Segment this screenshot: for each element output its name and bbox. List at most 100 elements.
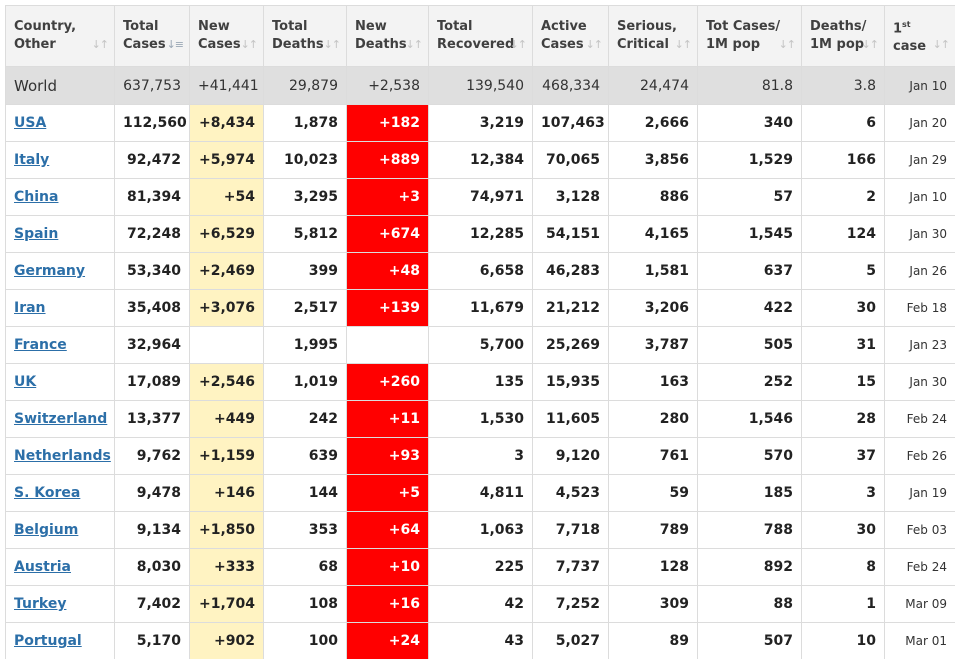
- column-header-active-cases[interactable]: Active Cases ↓↑: [532, 5, 609, 67]
- country-link[interactable]: Spain: [14, 226, 59, 242]
- column-header-serious-critical[interactable]: Serious, Critical ↓↑: [608, 5, 698, 67]
- country-link[interactable]: Belgium: [14, 522, 79, 538]
- first-case-cell: Mar 09: [884, 585, 955, 623]
- country-link[interactable]: Austria: [14, 559, 71, 575]
- country-link[interactable]: USA: [14, 115, 47, 131]
- serious-critical-cell: 886: [608, 178, 698, 216]
- world-new-cases: +41,441: [189, 66, 264, 105]
- total-recovered-cell: 42: [428, 585, 533, 623]
- serious-critical-cell: 2,666: [608, 104, 698, 142]
- deaths-1m-cell: 10: [801, 622, 885, 659]
- column-header-country[interactable]: Country, Other ↓↑: [5, 5, 115, 67]
- tot-cases-1m-cell: 1,529: [697, 141, 802, 179]
- country-link[interactable]: Germany: [14, 263, 86, 279]
- column-header-line1: New: [198, 19, 230, 34]
- country-link[interactable]: Portugal: [14, 633, 82, 649]
- column-header-total-cases[interactable]: Total Cases ↓≡: [114, 5, 190, 67]
- sort-both-icon[interactable]: ↓↑: [778, 38, 796, 51]
- sort-both-icon[interactable]: ↓↑: [323, 38, 341, 51]
- sort-both-icon[interactable]: ↓↑: [509, 38, 527, 51]
- column-header-first-case[interactable]: 1st case ↓↑: [884, 5, 955, 67]
- total-deaths-cell: 639: [263, 437, 347, 475]
- country-link[interactable]: France: [14, 337, 67, 353]
- column-header-line1: Active: [541, 19, 587, 34]
- new-deaths-cell: +139: [346, 289, 429, 327]
- sort-desc-icon[interactable]: ↓≡: [166, 38, 184, 51]
- table-row: USA 112,560 +8,434 1,878 +182 3,219 107,463 2,6…: [5, 104, 955, 142]
- total-cases-cell: 112,560: [114, 104, 190, 142]
- column-header-line2: case: [893, 39, 927, 55]
- column-header-new-cases[interactable]: New Cases ↓↑: [189, 5, 264, 67]
- country-link[interactable]: Netherlands: [14, 448, 111, 464]
- total-deaths-cell: 100: [263, 622, 347, 659]
- total-recovered-cell: 3,219: [428, 104, 533, 142]
- active-cases-cell: 9,120: [532, 437, 609, 475]
- first-case-cell: Feb 24: [884, 400, 955, 438]
- new-deaths-cell: +889: [346, 141, 429, 179]
- active-cases-cell: 54,151: [532, 215, 609, 253]
- sort-both-icon[interactable]: ↓↑: [932, 38, 950, 51]
- world-row: World 637,753 +41,441 29,879 +2,538 139,…: [5, 66, 955, 105]
- country-link[interactable]: Iran: [14, 300, 46, 316]
- sort-both-icon[interactable]: ↓↑: [405, 38, 423, 51]
- new-deaths-cell: +5: [346, 474, 429, 512]
- active-cases-cell: 21,212: [532, 289, 609, 327]
- new-cases-cell: +54: [189, 178, 264, 216]
- first-case-cell: Feb 03: [884, 511, 955, 549]
- country-link[interactable]: Turkey: [14, 596, 67, 612]
- total-recovered-cell: 225: [428, 548, 533, 586]
- deaths-1m-cell: 15: [801, 363, 885, 401]
- total-deaths-cell: 399: [263, 252, 347, 290]
- serious-critical-cell: 59: [608, 474, 698, 512]
- column-header-line2: 1M pop: [706, 37, 761, 52]
- country-cell: Germany: [5, 252, 115, 290]
- column-header-line2: 1M pop: [810, 37, 865, 52]
- table-row: UK 17,089 +2,546 1,019 +260 135 15,935 163 252 15…: [5, 363, 955, 401]
- column-header-total-deaths[interactable]: Total Deaths ↓↑: [263, 5, 347, 67]
- first-case-cell: Jan 23: [884, 326, 955, 364]
- total-deaths-cell: 68: [263, 548, 347, 586]
- new-deaths-cell: [346, 326, 429, 364]
- column-header-deaths-1m[interactable]: Deaths/1M pop ↓↑: [801, 5, 885, 67]
- column-header-line1: 1st: [893, 19, 911, 37]
- column-header-line1: Total: [272, 19, 308, 34]
- first-case-cell: Jan 20: [884, 104, 955, 142]
- total-deaths-cell: 5,812: [263, 215, 347, 253]
- active-cases-cell: 70,065: [532, 141, 609, 179]
- country-link[interactable]: S. Korea: [14, 485, 81, 501]
- column-header-total-recovered[interactable]: Total Recovered ↓↑: [428, 5, 533, 67]
- table-body: World 637,753 +41,441 29,879 +2,538 139,…: [5, 66, 955, 659]
- country-link[interactable]: UK: [14, 374, 37, 390]
- column-header-tot-cases-1m[interactable]: Tot Cases/1M pop ↓↑: [697, 5, 802, 67]
- new-cases-cell: +8,434: [189, 104, 264, 142]
- sort-both-icon[interactable]: ↓↑: [585, 38, 603, 51]
- tot-cases-1m-cell: 340: [697, 104, 802, 142]
- stats-table-container: Country, Other ↓↑ Total Cases ↓≡ New Cases ↓↑ Tot…: [5, 5, 955, 659]
- sort-both-icon[interactable]: ↓↑: [861, 38, 879, 51]
- new-deaths-cell: +48: [346, 252, 429, 290]
- country-link[interactable]: Italy: [14, 152, 50, 168]
- new-deaths-cell: +16: [346, 585, 429, 623]
- table-row: Turkey 7,402 +1,704 108 +16 42 7,252 309 88 1 Mar …: [5, 585, 955, 623]
- country-link[interactable]: China: [14, 189, 59, 205]
- country-cell: Switzerland: [5, 400, 115, 438]
- total-cases-cell: 5,170: [114, 622, 190, 659]
- column-header-new-deaths[interactable]: New Deaths ↓↑: [346, 5, 429, 67]
- serious-critical-cell: 4,165: [608, 215, 698, 253]
- table-row: Spain 72,248 +6,529 5,812 +674 12,285 54,151 4,…: [5, 215, 955, 253]
- sort-both-icon[interactable]: ↓↑: [674, 38, 692, 51]
- sort-both-icon[interactable]: ↓↑: [240, 38, 258, 51]
- tot-cases-1m-cell: 1,546: [697, 400, 802, 438]
- table-row: S. Korea 9,478 +146 144 +5 4,811 4,523 59 185 3 Ja…: [5, 474, 955, 512]
- world-total-deaths: 29,879: [263, 66, 347, 105]
- world-serious-critical: 24,474: [608, 66, 698, 105]
- country-cell: Austria: [5, 548, 115, 586]
- world-tot-cases-1m: 81.8: [697, 66, 802, 105]
- total-recovered-cell: 3: [428, 437, 533, 475]
- serious-critical-cell: 309: [608, 585, 698, 623]
- table-row: Iran 35,408 +3,076 2,517 +139 11,679 21,212 3,2…: [5, 289, 955, 327]
- total-cases-cell: 17,089: [114, 363, 190, 401]
- active-cases-cell: 4,523: [532, 474, 609, 512]
- sort-both-icon[interactable]: ↓↑: [91, 38, 109, 51]
- country-link[interactable]: Switzerland: [14, 411, 108, 427]
